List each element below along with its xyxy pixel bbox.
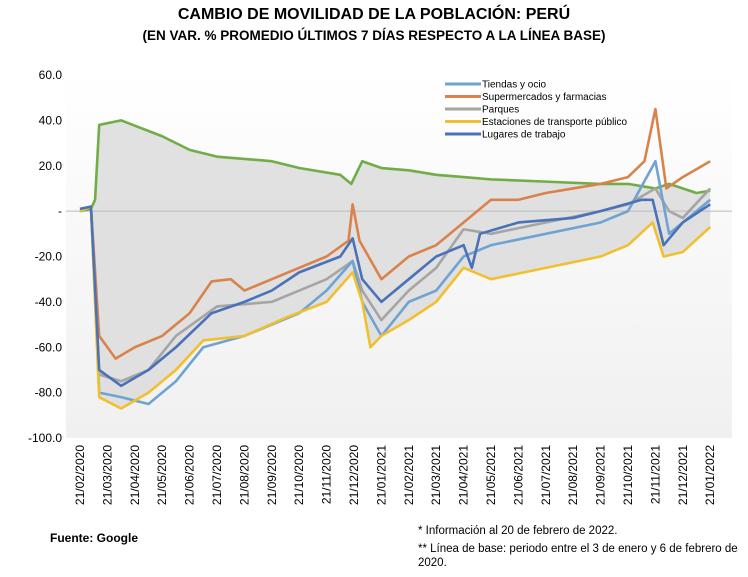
series-line-residencial <box>79 119 711 213</box>
source-label: Fuente: Google <box>50 531 138 545</box>
y-tick-label: -60.0 <box>35 340 63 354</box>
x-tick-label: 21/04/2021 <box>457 445 471 505</box>
series-line-lugares-de-trabajo <box>79 198 711 388</box>
chart-subtitle: (EN VAR. % PROMEDIO ÚLTIMOS 7 DÍAS RESPE… <box>142 28 606 43</box>
x-tick-label: 21/10/2021 <box>621 445 635 505</box>
x-tick-label: 21/05/2020 <box>155 445 169 505</box>
x-tick-label: 21/08/2021 <box>566 445 580 505</box>
y-tick-label: 20.0 <box>39 159 63 173</box>
y-tick-label: - <box>58 204 62 218</box>
x-tick-label: 21/06/2021 <box>511 445 525 505</box>
footnote-1: * Información al 20 de febrero de 2022. <box>418 525 618 537</box>
x-tick-label: 21/04/2020 <box>128 445 142 505</box>
x-tick-label: 21/08/2020 <box>237 445 251 505</box>
y-tick-label: -40.0 <box>35 295 63 309</box>
y-tick-label: -100.0 <box>28 431 62 445</box>
x-tick-label: 21/05/2021 <box>484 445 498 505</box>
chart-title: CAMBIO DE MOVILIDAD DE LA POBLACIÓN: PER… <box>177 6 571 23</box>
x-tick-label: 21/11/2021 <box>648 445 662 504</box>
footnote-2: ** Línea de base: periodo entre el 3 de … <box>418 543 738 569</box>
x-tick-label: 21/12/2021 <box>676 445 690 505</box>
x-tick-label: 21/07/2021 <box>539 445 553 505</box>
x-tick-label: 21/02/2020 <box>73 445 87 505</box>
y-tick-label: -20.0 <box>35 250 63 264</box>
x-tick-label: 21/10/2020 <box>292 445 306 505</box>
x-tick-label: 21/01/2021 <box>374 445 388 505</box>
x-tick-label: 21/06/2020 <box>183 445 197 505</box>
legend-label: Supermercados y farmacias <box>482 92 607 103</box>
y-tick-label: 60.0 <box>39 68 63 82</box>
x-tick-label: 21/09/2021 <box>594 445 608 505</box>
series-line-estaciones-de-transporte-p-blico <box>79 205 712 410</box>
legend-label: Estaciones de transporte público <box>482 117 628 128</box>
x-tick-label: 21/03/2020 <box>100 445 114 505</box>
x-tick-label: 21/09/2020 <box>265 445 279 505</box>
x-tick-label: 21/11/2020 <box>320 445 334 504</box>
series-line-supermercados-y-farmacias <box>79 107 711 360</box>
legend-label: Parques <box>482 105 519 116</box>
x-tick-label: 21/03/2021 <box>429 445 443 505</box>
y-tick-label: 40.0 <box>39 113 63 127</box>
legend-label: Tiendas y ocio <box>482 80 547 91</box>
x-tick-label: 21/02/2021 <box>402 445 416 505</box>
y-tick-label: -80.0 <box>35 386 63 400</box>
legend-label: Lugares de trabajo <box>482 130 566 141</box>
x-tick-label: 21/01/2022 <box>703 445 717 505</box>
x-tick-label: 21/07/2020 <box>210 445 224 505</box>
x-tick-label: 21/12/2020 <box>347 445 361 505</box>
